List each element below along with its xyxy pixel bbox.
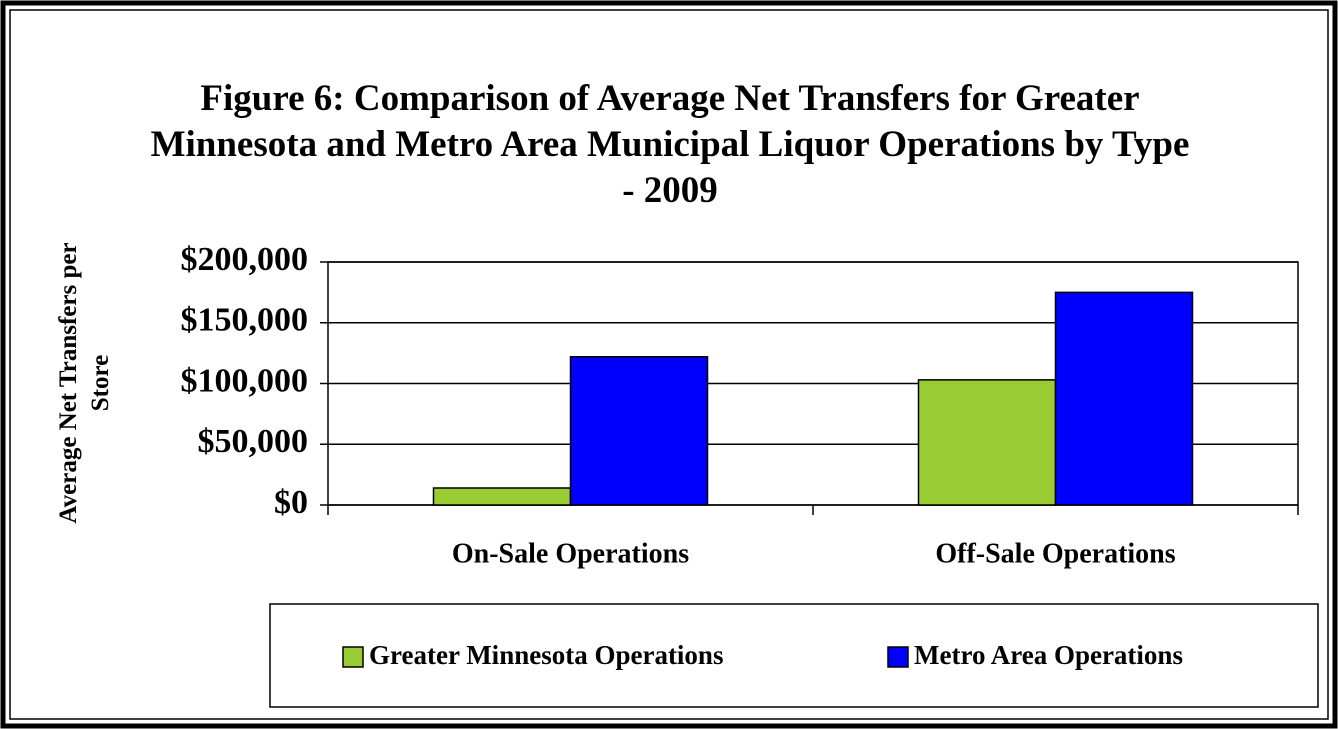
y-tick-label: $150,000 [181, 302, 309, 339]
y-tick-label: $100,000 [181, 362, 309, 399]
legend-swatch [342, 646, 364, 668]
bar [569, 356, 709, 506]
bar [432, 487, 572, 506]
bar [917, 379, 1057, 506]
chart-title: Figure 6: Comparison of Average Net Tran… [150, 78, 1190, 211]
y-tick-label: $50,000 [198, 423, 309, 460]
x-tick-label: Off-Sale Operations [935, 538, 1175, 569]
y-tick-label: $0 [274, 484, 308, 521]
inner-frame [9, 9, 1329, 720]
legend-label: Greater Minnesota Operations [369, 640, 723, 670]
y-tick-label: $200,000 [181, 241, 309, 278]
legend-label: Metro Area Operations [914, 640, 1183, 670]
bar [1054, 291, 1194, 506]
legend-swatch [887, 646, 909, 668]
x-tick-label: On-Sale Operations [452, 538, 689, 569]
y-axis-label: Average Net Transfers per Store [55, 242, 114, 524]
legend-box [269, 603, 1319, 708]
